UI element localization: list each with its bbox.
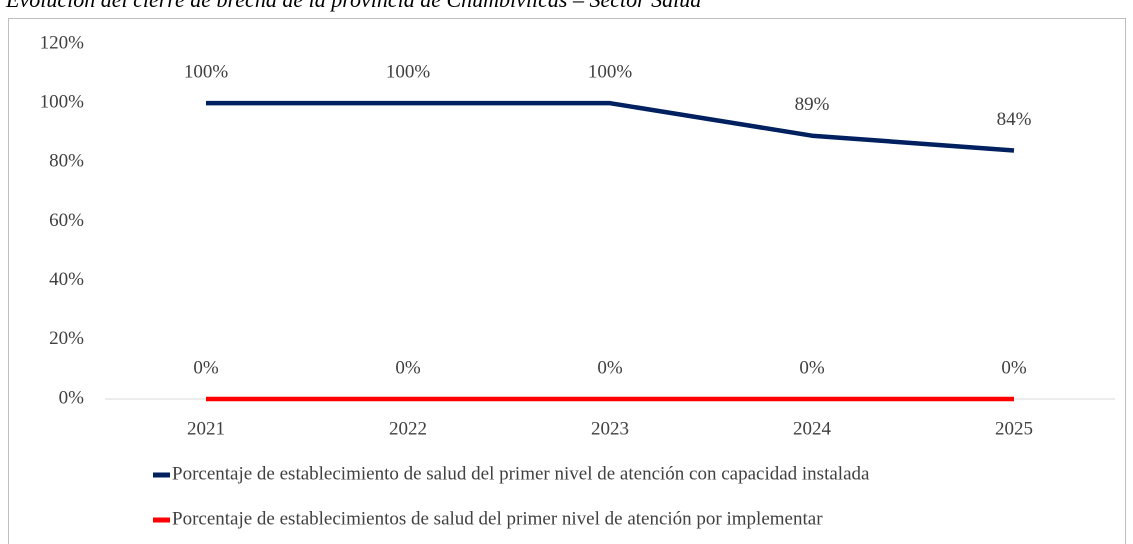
- data-label: 0%: [395, 357, 421, 378]
- data-label: 100%: [184, 62, 229, 83]
- x-tick-label: 2022: [389, 418, 427, 439]
- series-line: [206, 100, 1015, 153]
- data-label: 0%: [193, 357, 219, 378]
- y-tick-label: 120%: [40, 32, 85, 53]
- legend-label: Porcentaje de establecimientos de salud …: [172, 508, 823, 529]
- data-label: 84%: [997, 109, 1032, 130]
- x-tick-label: 2025: [995, 418, 1033, 439]
- y-tick-label: 0%: [59, 387, 85, 408]
- x-tick-label: 2024: [793, 418, 832, 439]
- y-tick-label: 100%: [40, 92, 85, 113]
- chart-border: [8, 18, 1126, 544]
- data-label: 100%: [386, 62, 431, 83]
- y-tick-label: 80%: [49, 151, 84, 172]
- chart-title: Evolución del cierre de brecha de la pro…: [5, 0, 702, 12]
- x-tick-label: 2023: [591, 418, 629, 439]
- y-tick-label: 60%: [49, 210, 84, 231]
- data-label: 0%: [799, 357, 825, 378]
- data-label: 100%: [588, 62, 633, 83]
- data-label: 89%: [795, 94, 830, 115]
- y-tick-label: 40%: [49, 269, 84, 290]
- data-label: 0%: [597, 357, 623, 378]
- legend-label: Porcentaje de establecimiento de salud d…: [172, 463, 870, 484]
- data-label: 0%: [1001, 357, 1027, 378]
- x-tick-label: 2021: [187, 418, 225, 439]
- y-tick-label: 20%: [49, 328, 84, 349]
